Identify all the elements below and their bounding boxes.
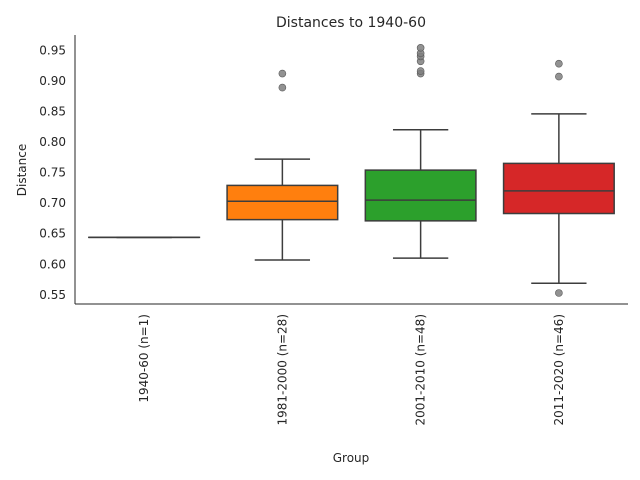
- box: [364, 169, 477, 222]
- y-tick-label: 0.60: [39, 257, 66, 271]
- box: [226, 184, 339, 221]
- y-tick-label: 0.90: [39, 74, 66, 88]
- y-axis-label: Distance: [15, 144, 29, 196]
- x-tick-label: 1981-2000 (n=28): [275, 314, 289, 426]
- y-tick-label: 0.65: [39, 227, 66, 241]
- x-tick-label: 2001-2010 (n=48): [414, 314, 428, 426]
- y-tick-label: 0.80: [39, 135, 66, 149]
- y-tick-label: 0.75: [39, 166, 66, 180]
- box: [502, 162, 615, 215]
- outlier-point: [278, 83, 287, 92]
- outlier-point: [278, 69, 287, 78]
- chart-title: Distances to 1940-60: [276, 15, 426, 31]
- outlier-point: [555, 72, 563, 81]
- outlier-point: [416, 44, 425, 52]
- outlier-point: [555, 59, 563, 68]
- x-tick-label: 1940-60 (n=1): [137, 314, 151, 403]
- x-axis-label: Group: [333, 451, 370, 465]
- outlier-point: [416, 67, 425, 75]
- plot-area: 0.55 0.60 0.65 0.70 0.75 0.80 0.85 0.90 0.95 1940…: [39, 35, 628, 426]
- y-tick-label: 0.95: [39, 43, 66, 57]
- y-tick-label: 0.70: [39, 196, 66, 210]
- outlier-point: [555, 289, 563, 297]
- x-tick-label: 2011-2020 (n=46): [552, 314, 566, 426]
- y-tick-label: 0.85: [39, 104, 66, 118]
- y-tick-label: 0.55: [39, 288, 66, 302]
